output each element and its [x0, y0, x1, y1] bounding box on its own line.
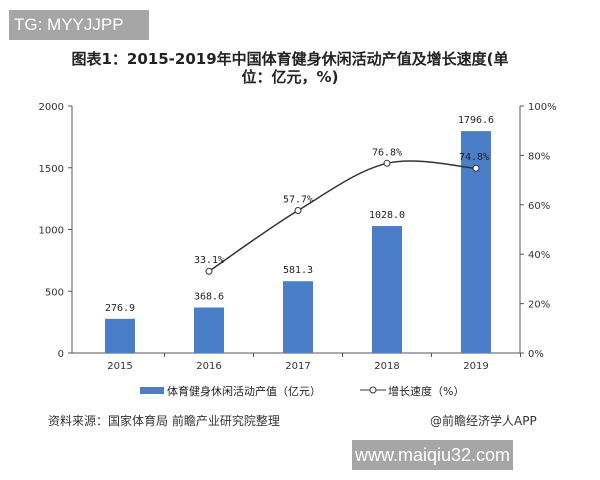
right-tick-label: 80%	[528, 151, 550, 162]
bar	[461, 131, 491, 353]
left-tick-label: 1000	[39, 226, 64, 237]
bar	[283, 281, 313, 353]
chart-title: 图表1：2015-2019年中国体育健身休闲活动产值及增长速度(单位：亿元，%)	[71, 50, 509, 86]
bar-label: 368.6	[194, 291, 224, 302]
growth-line	[208, 160, 477, 272]
source-note: 资料来源：国家体育局 前瞻产业研究院整理	[48, 414, 280, 428]
legend-line-swatch	[360, 386, 386, 394]
watermark-bottom: www.maiqiu32.com	[352, 440, 513, 470]
bar-label: 581.3	[283, 265, 313, 276]
growth-point	[205, 267, 213, 275]
right-tick-label: 20%	[528, 300, 550, 311]
right-tick-label: 40%	[528, 250, 550, 261]
x-tick-label: 2016	[196, 361, 221, 372]
bar-label: 1796.6	[458, 115, 494, 126]
x-tick-label: 2015	[107, 361, 132, 372]
growth-label: 74.8%	[459, 152, 489, 163]
legend-line-label: 增长速度（%）	[388, 385, 465, 398]
bar-label: 1028.0	[369, 210, 405, 221]
x-tick-label: 2019	[463, 361, 488, 372]
growth-label: 76.8%	[372, 147, 402, 158]
right-tick-label: 100%	[528, 102, 557, 113]
growth-label: 57.7%	[283, 194, 313, 205]
bar	[194, 307, 224, 353]
legend-bar-label: 体育健身休闲活动产值（亿元）	[167, 385, 321, 398]
growth-point	[472, 164, 480, 172]
left-tick-label: 0	[58, 349, 64, 360]
x-tick-label: 2018	[374, 361, 399, 372]
left-tick-label: 2000	[39, 102, 64, 113]
legend-bar-swatch	[140, 387, 164, 394]
growth-label: 33.1%	[194, 255, 224, 266]
left-tick-label: 500	[45, 287, 64, 298]
left-tick-label: 1500	[39, 164, 64, 175]
right-tick-label: 60%	[528, 201, 550, 212]
bar	[372, 226, 402, 353]
credit: @前瞻经济学人APP	[430, 414, 537, 428]
x-tick-label: 2017	[285, 361, 310, 372]
bar-label: 276.9	[105, 303, 135, 314]
right-tick-label: 0%	[528, 349, 544, 360]
bar	[105, 318, 135, 353]
watermark-top: TG: MYYJJPP	[9, 10, 149, 40]
growth-point	[294, 206, 302, 214]
growth-point	[383, 159, 391, 167]
